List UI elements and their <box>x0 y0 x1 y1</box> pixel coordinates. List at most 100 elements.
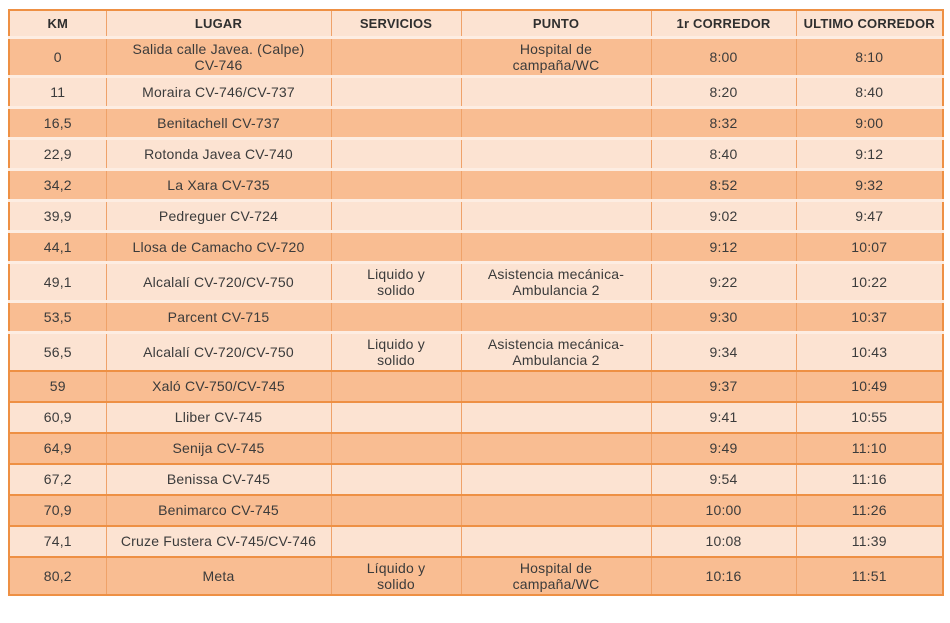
cell-punto <box>460 432 651 464</box>
cell-primer-corredor: 9:02 <box>650 200 796 231</box>
cell-km: 74,1 <box>43 533 72 549</box>
cell-km: 0 <box>53 48 62 65</box>
cell-punto <box>460 107 651 138</box>
cell-servicios <box>330 107 461 138</box>
cell-ultimo-corredor: 10:22 <box>795 262 943 301</box>
cell-primer-corredor: 10:00 <box>650 494 796 526</box>
cell-ultimo-corredor: 10:37 <box>795 301 943 332</box>
cell-servicios <box>330 301 461 332</box>
cell-servicios <box>330 370 461 402</box>
table-row: 44,1 Llosa de Camacho CV-720 9:12 10:07 <box>9 231 943 262</box>
cell-km: 67,2 <box>43 471 72 487</box>
cell-servicios <box>330 432 461 464</box>
table-row: 16,5 Benitachell CV-737 8:32 9:00 <box>9 107 943 138</box>
table-row: 56,5 Alcalalí CV-720/CV-750 Liquido y so… <box>9 332 943 371</box>
cell-punto <box>460 494 651 526</box>
cell-km: 64,9 <box>43 440 72 456</box>
cell-servicios <box>330 525 461 557</box>
cell-punto <box>460 463 651 495</box>
cell-lugar: Meta <box>105 556 331 595</box>
cell-km: 53,5 <box>43 308 72 325</box>
cell-ultimo-corredor: 11:16 <box>795 463 943 495</box>
cell-primer-corredor: 10:08 <box>650 525 796 557</box>
table-row: 34,2 La Xara CV-735 8:52 9:32 <box>9 169 943 200</box>
cell-servicios <box>330 231 461 262</box>
table-row: 53,5 Parcent CV-715 9:30 10:37 <box>9 301 943 332</box>
cell-servicios: Líquido y solido <box>330 556 461 595</box>
cell-lugar: La Xara CV-735 <box>105 169 331 200</box>
header-lugar: LUGAR <box>105 10 331 37</box>
cell-lugar: Lliber CV-745 <box>105 401 331 433</box>
cell-servicios <box>330 401 461 433</box>
cell-lugar: Pedreguer CV-724 <box>105 200 331 231</box>
cell-km: 80,2 <box>43 567 72 584</box>
cell-ultimo-corredor: 11:26 <box>795 494 943 526</box>
cell-primer-corredor: 9:22 <box>650 262 796 301</box>
page: KM LUGAR SERVICIOS PUNTO 1r CORREDOR ULT… <box>8 9 944 596</box>
cell-ultimo-corredor: 9:00 <box>795 107 943 138</box>
cell-lugar: Salida calle Javea. (Calpe) CV-746 <box>105 37 331 76</box>
cell-primer-corredor: 8:52 <box>650 169 796 200</box>
cell-lugar: Alcalalí CV-720/CV-750 <box>105 262 331 301</box>
cell-primer-corredor: 9:34 <box>650 332 796 371</box>
cell-punto: Hospital de campaña/WC <box>460 37 651 76</box>
cell-punto <box>460 401 651 433</box>
cell-lugar: Benitachell CV-737 <box>105 107 331 138</box>
cell-punto: Asistencia mecánica- Ambulancia 2 <box>460 262 651 301</box>
cell-ultimo-corredor: 11:10 <box>795 432 943 464</box>
cell-primer-corredor: 9:30 <box>650 301 796 332</box>
route-schedule-table: KM LUGAR SERVICIOS PUNTO 1r CORREDOR ULT… <box>8 9 944 596</box>
cell-punto: Hospital de campaña/WC <box>460 556 651 595</box>
cell-ultimo-corredor: 8:10 <box>795 37 943 76</box>
cell-km: 44,1 <box>43 238 72 255</box>
cell-servicios <box>330 463 461 495</box>
cell-servicios <box>330 138 461 169</box>
table-row: 67,2 Benissa CV-745 9:54 11:16 <box>9 463 943 495</box>
cell-servicios <box>330 494 461 526</box>
table-body: 0 Salida calle Javea. (Calpe) CV-746 Hos… <box>9 37 943 595</box>
cell-servicios <box>330 169 461 200</box>
table-row: 74,1 Cruze Fustera CV-745/CV-746 10:08 1… <box>9 525 943 557</box>
cell-ultimo-corredor: 9:12 <box>795 138 943 169</box>
table-row: 60,9 Lliber CV-745 9:41 10:55 <box>9 401 943 433</box>
cell-punto <box>460 76 651 107</box>
cell-punto <box>460 231 651 262</box>
cell-ultimo-corredor: 11:51 <box>795 556 943 595</box>
cell-lugar: Cruze Fustera CV-745/CV-746 <box>105 525 331 557</box>
cell-km: 60,9 <box>43 409 72 425</box>
cell-punto <box>460 169 651 200</box>
cell-lugar: Rotonda Javea CV-740 <box>105 138 331 169</box>
cell-km: 22,9 <box>43 145 72 162</box>
cell-ultimo-corredor: 10:55 <box>795 401 943 433</box>
cell-punto <box>460 200 651 231</box>
header-servicios: SERVICIOS <box>330 10 461 37</box>
cell-ultimo-corredor: 8:40 <box>795 76 943 107</box>
cell-km: 49,1 <box>43 273 72 290</box>
table-row: 64,9 Senija CV-745 9:49 11:10 <box>9 432 943 464</box>
cell-servicios <box>330 76 461 107</box>
table-row: 11 Moraira CV-746/CV-737 8:20 8:40 <box>9 76 943 107</box>
cell-ultimo-corredor: 11:39 <box>795 525 943 557</box>
cell-primer-corredor: 9:54 <box>650 463 796 495</box>
cell-ultimo-corredor: 9:32 <box>795 169 943 200</box>
table-row: 59 Xaló CV-750/CV-745 9:37 10:49 <box>9 370 943 402</box>
cell-punto <box>460 370 651 402</box>
cell-km: 70,9 <box>43 502 72 518</box>
cell-primer-corredor: 8:40 <box>650 138 796 169</box>
table-header: KM LUGAR SERVICIOS PUNTO 1r CORREDOR ULT… <box>9 10 943 37</box>
cell-lugar: Senija CV-745 <box>105 432 331 464</box>
cell-km: 11 <box>50 83 66 100</box>
cell-km: 56,5 <box>43 343 72 360</box>
cell-primer-corredor: 9:37 <box>650 370 796 402</box>
cell-ultimo-corredor: 9:47 <box>795 200 943 231</box>
header-ultimo-corredor: ULTIMO CORREDOR <box>795 10 943 37</box>
cell-punto <box>460 138 651 169</box>
table-row: 39,9 Pedreguer CV-724 9:02 9:47 <box>9 200 943 231</box>
cell-lugar: Parcent CV-715 <box>105 301 331 332</box>
header-row: KM LUGAR SERVICIOS PUNTO 1r CORREDOR ULT… <box>9 10 943 37</box>
cell-lugar: Llosa de Camacho CV-720 <box>105 231 331 262</box>
cell-lugar: Benimarco CV-745 <box>105 494 331 526</box>
cell-lugar: Moraira CV-746/CV-737 <box>105 76 331 107</box>
cell-servicios <box>330 37 461 76</box>
table-row: 49,1 Alcalalí CV-720/CV-750 Liquido y so… <box>9 262 943 301</box>
